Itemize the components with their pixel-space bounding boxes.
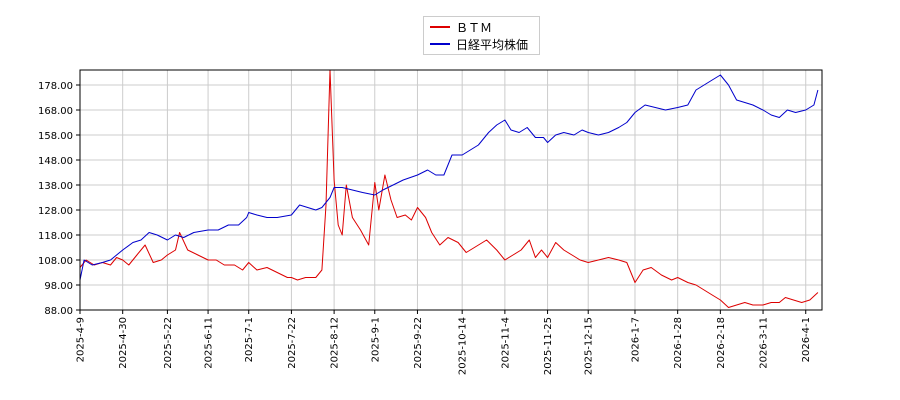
y-tick-label: 118.00	[38, 231, 73, 242]
legend-item-nikkei: 日経平均株価	[430, 36, 528, 52]
x-tick-label: 2025-10-14	[458, 317, 469, 375]
x-tick-label: 2025-12-15	[584, 317, 595, 375]
legend-label-btm: ＢＴＭ	[456, 20, 493, 35]
plot-frame	[79, 69, 823, 311]
x-tick-label: 2026-4-1	[801, 317, 812, 362]
y-tick-label: 158.00	[38, 131, 73, 142]
y-tick-label: 128.00	[38, 206, 73, 217]
y-tick-label: 98.00	[44, 281, 73, 292]
x-tick-label: 2025-5-22	[163, 317, 174, 369]
y-tick-label: 178.00	[38, 81, 73, 92]
x-tick-label: 2025-7-22	[287, 317, 298, 369]
legend-label-nikkei: 日経平均株価	[456, 37, 529, 52]
legend: ＢＴＭ 日経平均株価	[423, 16, 540, 55]
legend-item-btm: ＢＴＭ	[430, 19, 492, 35]
x-tick-label: 2025-6-11	[204, 317, 215, 369]
series-lines	[79, 69, 819, 308]
series-line-btm	[79, 69, 819, 308]
x-tick-label: 2026-1-28	[673, 317, 684, 369]
y-tick-label: 108.00	[38, 256, 73, 267]
y-tick-label: 88.00	[44, 306, 73, 317]
grid-lines	[79, 70, 822, 311]
legend-swatch-btm	[430, 26, 450, 28]
legend-swatch-nikkei	[430, 43, 450, 45]
x-tick-label: 2026-1-7	[630, 317, 641, 362]
x-tick-label: 2025-11-25	[543, 317, 554, 375]
y-tick-label: 148.00	[38, 156, 73, 167]
series-line-nikkei	[79, 74, 819, 281]
x-tick-label: 2025-9-22	[413, 317, 424, 369]
x-tick-label: 2025-8-12	[330, 317, 341, 369]
x-tick-label: 2026-3-11	[759, 317, 770, 369]
x-tick-label: 2025-4-30	[118, 317, 129, 369]
x-tick-label: 2025-9-1	[370, 317, 381, 362]
y-axis-ticks: 88.00 98.00 108.00 118.00 128.00 138.00 148.00…	[38, 81, 80, 317]
x-axis-ticks: 2025-4-9 2025-4-30 2025-5-22 2025-6-11 2025-…	[76, 310, 812, 375]
x-tick-label: 2025-11-4	[500, 317, 511, 369]
x-tick-label: 2025-7-1	[244, 317, 255, 362]
x-tick-label: 2026-2-18	[716, 317, 727, 369]
y-tick-label: 168.00	[38, 106, 73, 117]
x-tick-label: 2025-4-9	[76, 317, 87, 362]
y-tick-label: 138.00	[38, 181, 73, 192]
